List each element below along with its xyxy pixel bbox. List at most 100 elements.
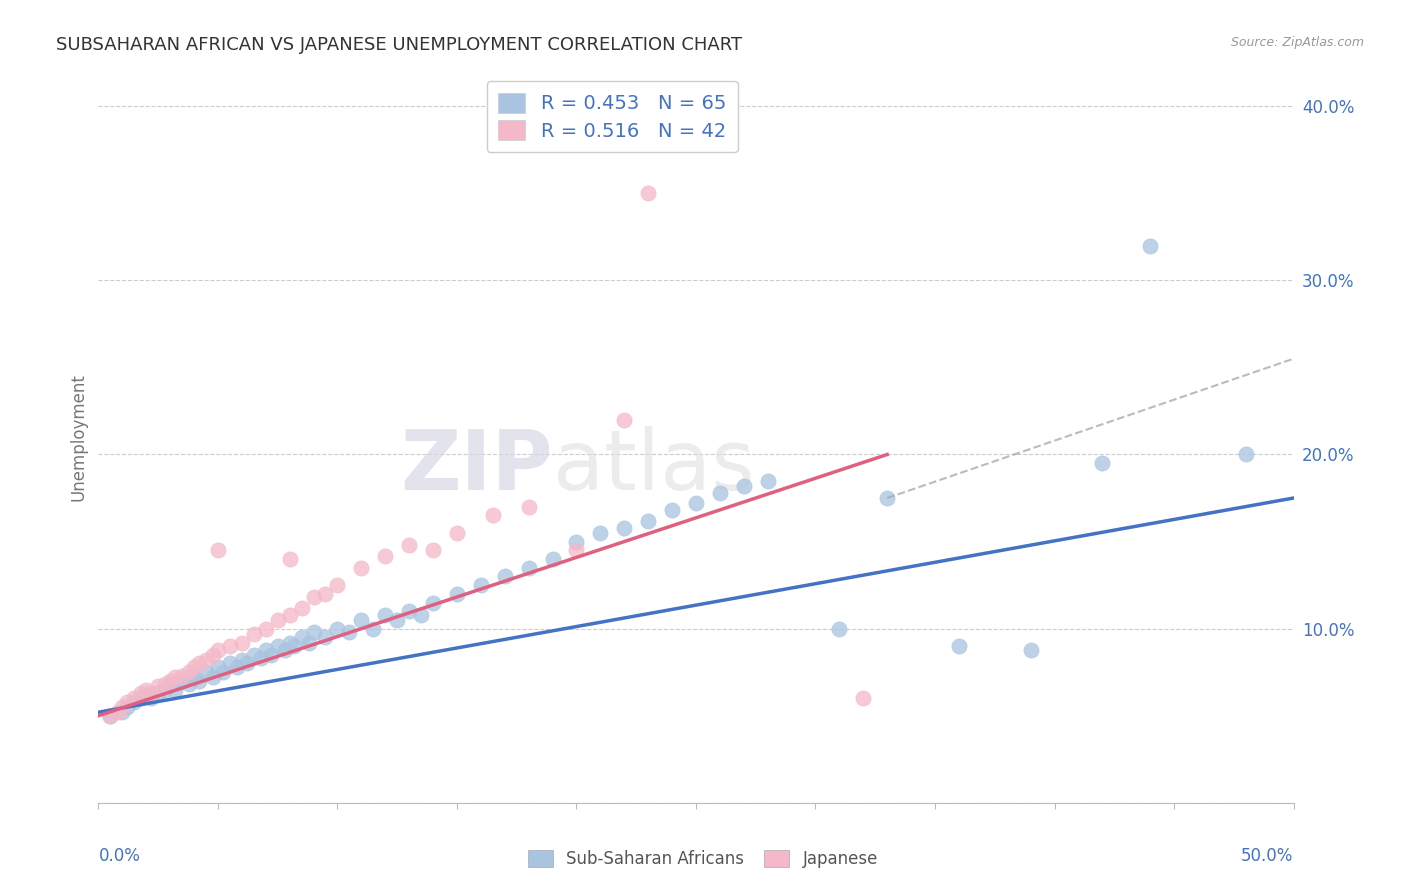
Point — [517, 560, 540, 574]
Point — [148, 686, 170, 700]
Point — [350, 560, 373, 574]
Point — [274, 642, 297, 657]
Point — [828, 622, 851, 636]
Point — [163, 670, 186, 684]
Point — [202, 670, 225, 684]
Point — [422, 595, 444, 609]
Point — [98, 708, 122, 723]
Point — [481, 508, 505, 523]
Point — [207, 660, 229, 674]
Point — [231, 635, 253, 649]
Point — [194, 665, 217, 680]
Point — [326, 578, 349, 592]
Point — [446, 525, 468, 540]
Point — [179, 665, 201, 680]
Legend: R = 0.453   N = 65, R = 0.516   N = 42: R = 0.453 N = 65, R = 0.516 N = 42 — [486, 81, 738, 153]
Point — [187, 657, 209, 671]
Point — [111, 705, 134, 719]
Point — [756, 474, 779, 488]
Point — [422, 543, 444, 558]
Point — [107, 705, 129, 719]
Point — [135, 688, 157, 702]
Point — [733, 479, 755, 493]
Text: 50.0%: 50.0% — [1241, 847, 1294, 865]
Point — [124, 695, 146, 709]
Point — [852, 691, 875, 706]
Point — [302, 625, 325, 640]
Point — [637, 186, 659, 201]
Point — [124, 691, 146, 706]
Point — [254, 642, 277, 657]
Point — [302, 591, 325, 605]
Point — [470, 578, 492, 592]
Point — [179, 677, 201, 691]
Point — [283, 639, 305, 653]
Point — [278, 552, 301, 566]
Point — [115, 700, 138, 714]
Point — [278, 607, 301, 622]
Point — [115, 695, 138, 709]
Point — [135, 682, 157, 697]
Point — [211, 665, 233, 680]
Point — [111, 700, 134, 714]
Point — [350, 613, 373, 627]
Point — [226, 660, 249, 674]
Point — [207, 642, 229, 657]
Point — [637, 514, 659, 528]
Point — [194, 653, 217, 667]
Point — [589, 525, 612, 540]
Point — [298, 635, 321, 649]
Point — [163, 682, 186, 697]
Point — [243, 627, 266, 641]
Point — [235, 657, 257, 671]
Y-axis label: Unemployment: Unemployment — [69, 373, 87, 501]
Point — [278, 635, 301, 649]
Point — [155, 677, 177, 691]
Point — [159, 673, 181, 688]
Point — [98, 708, 122, 723]
Point — [1234, 448, 1257, 462]
Point — [315, 587, 337, 601]
Point — [385, 613, 409, 627]
Text: atlas: atlas — [553, 425, 754, 507]
Point — [207, 543, 229, 558]
Point — [565, 543, 588, 558]
Point — [661, 503, 683, 517]
Point — [948, 639, 970, 653]
Point — [1139, 238, 1161, 252]
Point — [374, 607, 396, 622]
Point — [517, 500, 540, 514]
Point — [183, 660, 205, 674]
Point — [363, 622, 385, 636]
Point — [494, 569, 516, 583]
Point — [290, 631, 312, 645]
Point — [267, 639, 290, 653]
Text: 0.0%: 0.0% — [98, 847, 141, 865]
Legend: Sub-Saharan Africans, Japanese: Sub-Saharan Africans, Japanese — [522, 843, 884, 875]
Point — [187, 673, 209, 688]
Point — [290, 600, 312, 615]
Point — [1091, 456, 1114, 470]
Point — [685, 496, 707, 510]
Point — [446, 587, 468, 601]
Point — [259, 648, 281, 662]
Point — [565, 534, 588, 549]
Point — [131, 686, 153, 700]
Point — [139, 691, 162, 706]
Point — [155, 682, 177, 697]
Point — [398, 538, 420, 552]
Point — [202, 648, 225, 662]
Point — [326, 622, 349, 636]
Point — [231, 653, 253, 667]
Point — [250, 651, 273, 665]
Point — [219, 657, 242, 671]
Point — [219, 639, 242, 653]
Point — [709, 485, 731, 500]
Text: SUBSAHARAN AFRICAN VS JAPANESE UNEMPLOYMENT CORRELATION CHART: SUBSAHARAN AFRICAN VS JAPANESE UNEMPLOYM… — [56, 36, 742, 54]
Point — [1019, 642, 1042, 657]
Point — [541, 552, 564, 566]
Point — [267, 613, 290, 627]
Point — [411, 607, 433, 622]
Point — [613, 521, 636, 535]
Point — [337, 625, 360, 640]
